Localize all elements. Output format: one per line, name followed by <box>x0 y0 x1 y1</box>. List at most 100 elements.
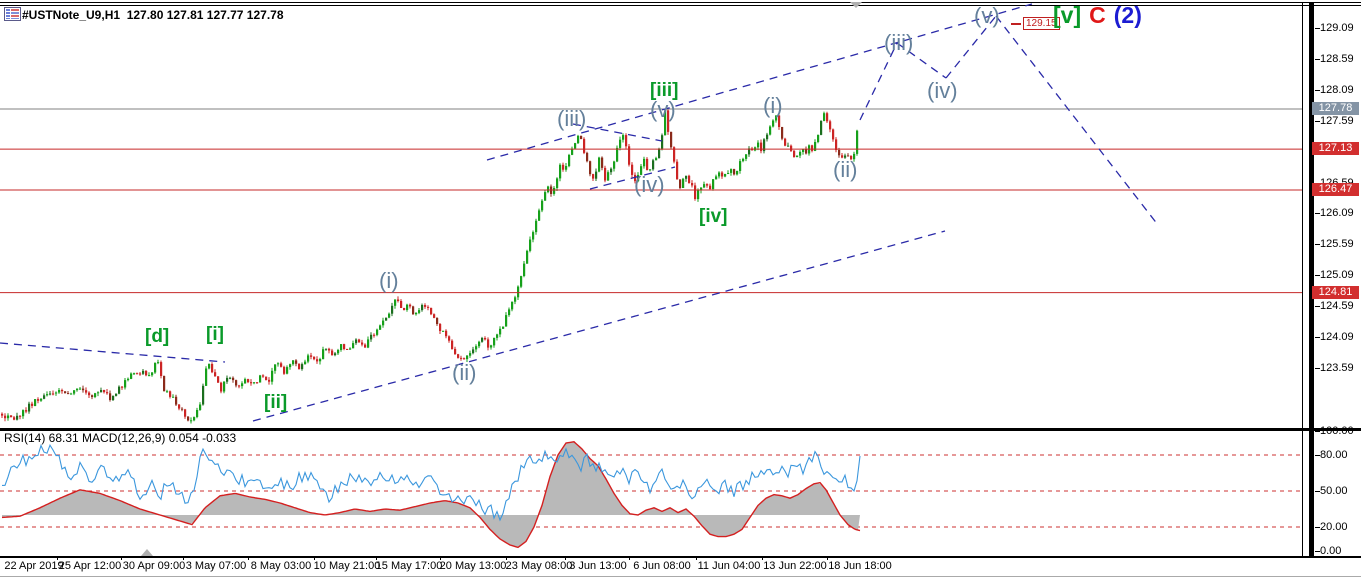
candle-body <box>421 305 424 311</box>
candle-body <box>811 145 814 151</box>
candle-body <box>295 360 298 364</box>
candle-body <box>355 339 358 344</box>
wave-label[interactable]: (ii) <box>452 360 477 385</box>
indicator-axis-tick <box>1315 551 1320 552</box>
candle-body <box>238 385 241 387</box>
level-price-badge: 127.13 <box>1312 142 1359 156</box>
wave-label[interactable]: (v) <box>650 97 676 122</box>
wave-label[interactable]: (i) <box>379 268 399 293</box>
wave-label[interactable]: (v) <box>974 3 1000 28</box>
candle-body <box>172 396 175 398</box>
trendline[interactable] <box>572 123 663 142</box>
candle-body <box>322 349 325 360</box>
wave-label[interactable]: [ii] <box>264 392 288 413</box>
candle-body <box>523 263 526 276</box>
candle-body <box>433 314 436 318</box>
trendline[interactable] <box>252 230 946 422</box>
candle-body <box>778 115 781 127</box>
indicator-panel[interactable] <box>0 441 1302 549</box>
candle-body <box>40 398 43 401</box>
candle-body <box>850 156 853 160</box>
price-axis-tick-label: 125.09 <box>1320 269 1354 282</box>
trendline[interactable] <box>589 166 676 190</box>
candle-body <box>646 158 649 170</box>
wave-count-labels[interactable]: [v] C (2) <box>1053 0 1142 30</box>
candle-body <box>187 416 190 421</box>
wave-count-label[interactable]: [v] <box>1053 2 1082 28</box>
wave-count-label[interactable]: C <box>1089 2 1106 28</box>
candle-body <box>202 385 205 405</box>
candle-body <box>103 390 106 393</box>
candle-body <box>121 386 124 388</box>
wave-count-label[interactable]: (2) <box>1113 2 1142 28</box>
candle-body <box>10 415 13 418</box>
candle-body <box>748 148 751 155</box>
time-axis-tick <box>57 556 58 560</box>
chart-canvas[interactable] <box>0 0 1302 578</box>
candle-body <box>688 175 691 183</box>
scroll-position-marker-icon[interactable] <box>850 2 862 8</box>
candlestick-series[interactable] <box>1 109 859 424</box>
wave-label[interactable]: [d] <box>145 326 170 347</box>
trendline[interactable] <box>486 3 1033 161</box>
trendline[interactable] <box>995 15 1159 226</box>
trendline[interactable] <box>859 42 898 121</box>
macd-fill-area <box>2 441 860 548</box>
price-axis-bar[interactable] <box>1309 2 1314 556</box>
wave-label[interactable]: (iv) <box>634 172 665 197</box>
candle-body <box>1 413 4 416</box>
target-price-label[interactable]: 129.15 <box>1023 17 1060 31</box>
candle-body <box>832 129 835 140</box>
wave-label[interactable]: [iv] <box>699 206 728 227</box>
candle-body <box>802 149 805 152</box>
support-resistance-lines[interactable] <box>0 108 1302 294</box>
indicator-separator[interactable] <box>0 428 1361 431</box>
trendline[interactable] <box>896 42 947 79</box>
candle-body <box>544 192 547 201</box>
time-axis-tick <box>314 556 315 560</box>
candle-body <box>685 175 688 179</box>
candle-body <box>565 166 568 170</box>
candle-body <box>604 167 607 181</box>
wave-label[interactable]: (ii) <box>833 157 858 182</box>
macd-signal-line <box>1 441 861 549</box>
wave-label[interactable]: (iv) <box>927 78 958 103</box>
candle-body <box>175 396 178 405</box>
wave-label[interactable]: (iii) <box>557 106 587 131</box>
trendlines[interactable] <box>0 3 1159 422</box>
candle-body <box>223 381 226 392</box>
time-axis-label: 22 Apr 2019 <box>4 560 64 572</box>
candle-body <box>790 145 793 151</box>
candle-body <box>349 348 352 350</box>
time-axis-tick <box>565 556 566 560</box>
candle-body <box>436 317 439 324</box>
price-axis-tick-label: 125.59 <box>1320 238 1354 251</box>
time-axis-marker-icon[interactable] <box>141 549 153 556</box>
candle-body <box>619 139 622 148</box>
candle-body <box>343 344 346 349</box>
candle-body <box>673 147 676 162</box>
candle-body <box>745 154 748 159</box>
candle-body <box>412 306 415 315</box>
candle-body <box>793 150 796 157</box>
candle-body <box>88 392 91 396</box>
trendline[interactable] <box>0 342 226 363</box>
time-axis-tick <box>827 556 828 560</box>
wave-label[interactable]: [i] <box>206 324 224 345</box>
wave-label[interactable]: (i) <box>763 93 783 118</box>
candle-body <box>424 305 427 307</box>
candle-body <box>787 145 790 147</box>
candle-body <box>403 308 406 310</box>
price-axis-tick-label: 123.59 <box>1320 362 1354 374</box>
candle-body <box>199 404 202 410</box>
wave-label[interactable]: (iii) <box>884 30 914 55</box>
candle-body <box>58 390 61 393</box>
candle-body <box>517 286 520 298</box>
candle-body <box>301 364 304 370</box>
candle-body <box>73 390 76 394</box>
candle-body <box>265 376 268 380</box>
candle-body <box>157 362 160 364</box>
candle-body <box>352 343 355 349</box>
wave-label[interactable]: [iii] <box>650 80 679 101</box>
candle-body <box>571 148 574 155</box>
